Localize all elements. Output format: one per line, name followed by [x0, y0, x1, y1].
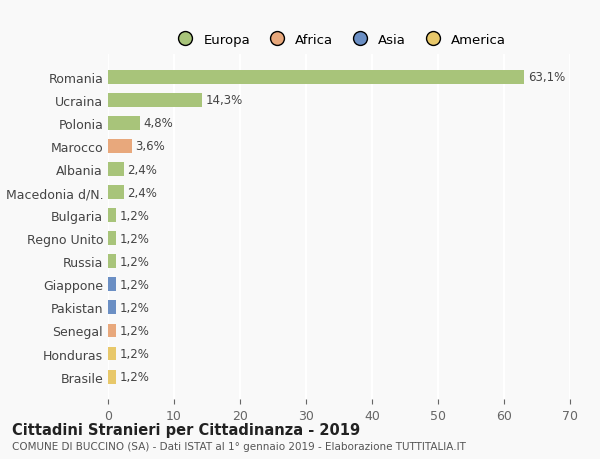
- Text: 14,3%: 14,3%: [206, 94, 243, 107]
- Text: 4,8%: 4,8%: [143, 117, 173, 130]
- Bar: [108, 370, 116, 384]
- Bar: [108, 209, 116, 223]
- Text: 1,2%: 1,2%: [119, 232, 149, 245]
- Text: 1,2%: 1,2%: [119, 209, 149, 222]
- Text: 2,4%: 2,4%: [127, 163, 157, 176]
- Legend: Europa, Africa, Asia, America: Europa, Africa, Asia, America: [166, 27, 512, 53]
- Text: COMUNE DI BUCCINO (SA) - Dati ISTAT al 1° gennaio 2019 - Elaborazione TUTTITALIA: COMUNE DI BUCCINO (SA) - Dati ISTAT al 1…: [12, 441, 466, 451]
- Text: 1,2%: 1,2%: [119, 255, 149, 268]
- Bar: [108, 255, 116, 269]
- Text: 1,2%: 1,2%: [119, 370, 149, 383]
- Bar: [108, 94, 202, 107]
- Bar: [108, 117, 140, 130]
- Bar: [108, 140, 132, 154]
- Text: 1,2%: 1,2%: [119, 278, 149, 291]
- Bar: [108, 232, 116, 246]
- Text: 2,4%: 2,4%: [127, 186, 157, 199]
- Bar: [108, 347, 116, 361]
- Text: 1,2%: 1,2%: [119, 301, 149, 314]
- Bar: [108, 278, 116, 291]
- Text: 3,6%: 3,6%: [135, 140, 165, 153]
- Bar: [108, 163, 124, 177]
- Bar: [108, 186, 124, 200]
- Text: 1,2%: 1,2%: [119, 324, 149, 337]
- Bar: [108, 301, 116, 315]
- Bar: [108, 71, 524, 84]
- Text: Cittadini Stranieri per Cittadinanza - 2019: Cittadini Stranieri per Cittadinanza - 2…: [12, 422, 360, 437]
- Text: 63,1%: 63,1%: [528, 71, 565, 84]
- Text: 1,2%: 1,2%: [119, 347, 149, 360]
- Bar: [108, 324, 116, 338]
